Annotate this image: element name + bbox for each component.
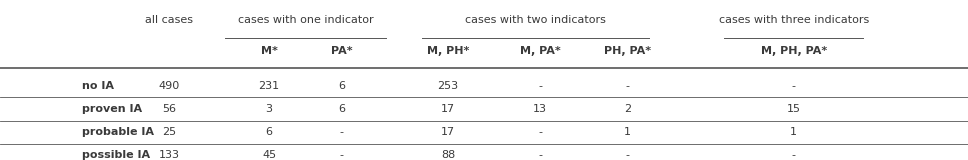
Text: -: -: [538, 127, 542, 137]
Text: 490: 490: [159, 81, 180, 91]
Text: -: -: [340, 150, 344, 160]
Text: 1: 1: [623, 127, 631, 137]
Text: 15: 15: [787, 104, 801, 114]
Text: cases with three indicators: cases with three indicators: [718, 15, 869, 25]
Text: M, PH*: M, PH*: [427, 46, 469, 56]
Text: -: -: [792, 150, 796, 160]
Text: 25: 25: [163, 127, 176, 137]
Text: -: -: [792, 81, 796, 91]
Text: 6: 6: [338, 81, 346, 91]
Text: M*: M*: [260, 46, 278, 56]
Text: -: -: [625, 81, 629, 91]
Text: 253: 253: [438, 81, 459, 91]
Text: -: -: [340, 127, 344, 137]
Text: probable IA: probable IA: [82, 127, 154, 137]
Text: 231: 231: [258, 81, 280, 91]
Text: proven IA: proven IA: [82, 104, 142, 114]
Text: 88: 88: [441, 150, 455, 160]
Text: M, PA*: M, PA*: [520, 46, 560, 56]
Text: PA*: PA*: [331, 46, 352, 56]
Text: no IA: no IA: [82, 81, 114, 91]
Text: 133: 133: [159, 150, 180, 160]
Text: 2: 2: [623, 104, 631, 114]
Text: 3: 3: [265, 104, 273, 114]
Text: -: -: [538, 150, 542, 160]
Text: 13: 13: [533, 104, 547, 114]
Text: 6: 6: [265, 127, 273, 137]
Text: PH, PA*: PH, PA*: [604, 46, 650, 56]
Text: 45: 45: [262, 150, 276, 160]
Text: 6: 6: [338, 104, 346, 114]
Text: 1: 1: [790, 127, 798, 137]
Text: 17: 17: [441, 127, 455, 137]
Text: 17: 17: [441, 104, 455, 114]
Text: M, PH, PA*: M, PH, PA*: [761, 46, 827, 56]
Text: -: -: [625, 150, 629, 160]
Text: 56: 56: [163, 104, 176, 114]
Text: cases with one indicator: cases with one indicator: [237, 15, 374, 25]
Text: possible IA: possible IA: [82, 150, 150, 160]
Text: -: -: [538, 81, 542, 91]
Text: all cases: all cases: [145, 15, 194, 25]
Text: cases with two indicators: cases with two indicators: [465, 15, 606, 25]
